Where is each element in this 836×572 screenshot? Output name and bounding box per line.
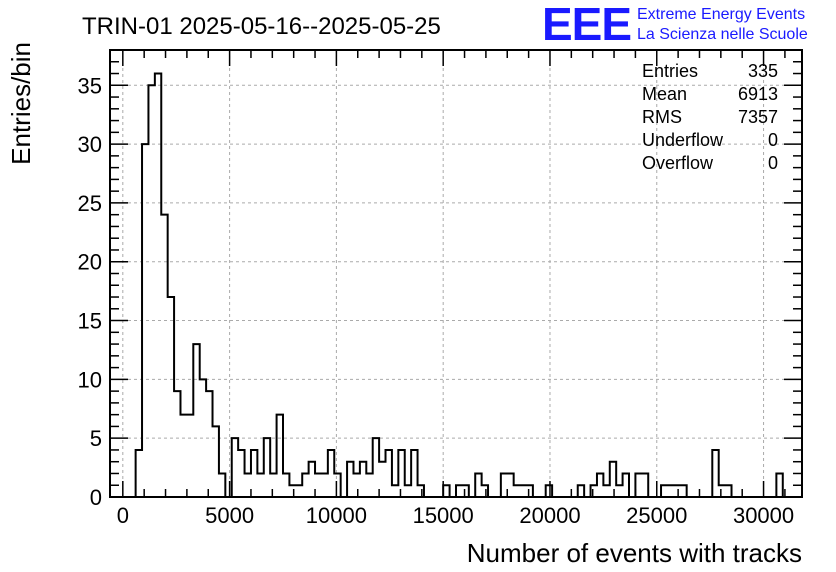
- x-tick-label: 5000: [205, 503, 254, 528]
- x-tick-label: 25000: [626, 503, 687, 528]
- y-tick-label: 25: [78, 191, 102, 216]
- plot-frame: [109, 49, 803, 498]
- histogram-series: [134, 72, 790, 498]
- y-tick-label: 10: [78, 367, 102, 392]
- stats-value-overflow: 0: [768, 153, 778, 173]
- grid-lines: [110, 50, 802, 498]
- x-tick-label: 0: [117, 503, 129, 528]
- y-axis-title: Entries/bin: [6, 42, 36, 165]
- stats-value-rms: 7357: [738, 107, 778, 127]
- eee-logo: EEE Extreme Energy Events La Scienza nel…: [542, 0, 808, 50]
- chart-title: TRIN-01 2025-05-16--2025-05-25: [82, 13, 441, 40]
- y-tick-label: 35: [78, 73, 102, 98]
- eee-logo-line1: Extreme Energy Events: [637, 6, 805, 23]
- axis-ticks: [110, 49, 802, 498]
- y-tick-label: 15: [78, 309, 102, 334]
- stats-label-overflow: Overflow: [642, 153, 714, 173]
- y-tick-label: 30: [78, 132, 102, 157]
- y-tick-label: 0: [90, 485, 102, 510]
- x-tick-label: 15000: [413, 503, 474, 528]
- y-tick-label: 5: [90, 426, 102, 451]
- stats-box: Entries 335 Mean 6913 RMS 7357 Underflow 0 Overf…: [642, 61, 778, 173]
- eee-logo-line2: La Scienza nelle Scuole: [637, 26, 808, 43]
- x-axis-title: Number of events with tracks: [467, 538, 802, 568]
- eee-logo-mark: EEE: [542, 0, 631, 50]
- stats-label-rms: RMS: [642, 107, 682, 127]
- stats-value-entries: 335: [748, 61, 778, 81]
- stats-label-entries: Entries: [642, 61, 698, 81]
- y-tick-label: 20: [78, 250, 102, 275]
- x-tick-label: 20000: [519, 503, 580, 528]
- x-tick-label: 30000: [733, 503, 794, 528]
- stats-value-mean: 6913: [738, 84, 778, 104]
- y-tick-labels: 0 5 10 15 20 25 30 35: [78, 73, 102, 510]
- stats-value-underflow: 0: [768, 130, 778, 150]
- stats-label-underflow: Underflow: [642, 130, 724, 150]
- stats-label-mean: Mean: [642, 84, 687, 104]
- x-tick-label: 10000: [306, 503, 367, 528]
- x-tick-labels: 0 5000 10000 15000 20000 25000 30000: [117, 503, 794, 528]
